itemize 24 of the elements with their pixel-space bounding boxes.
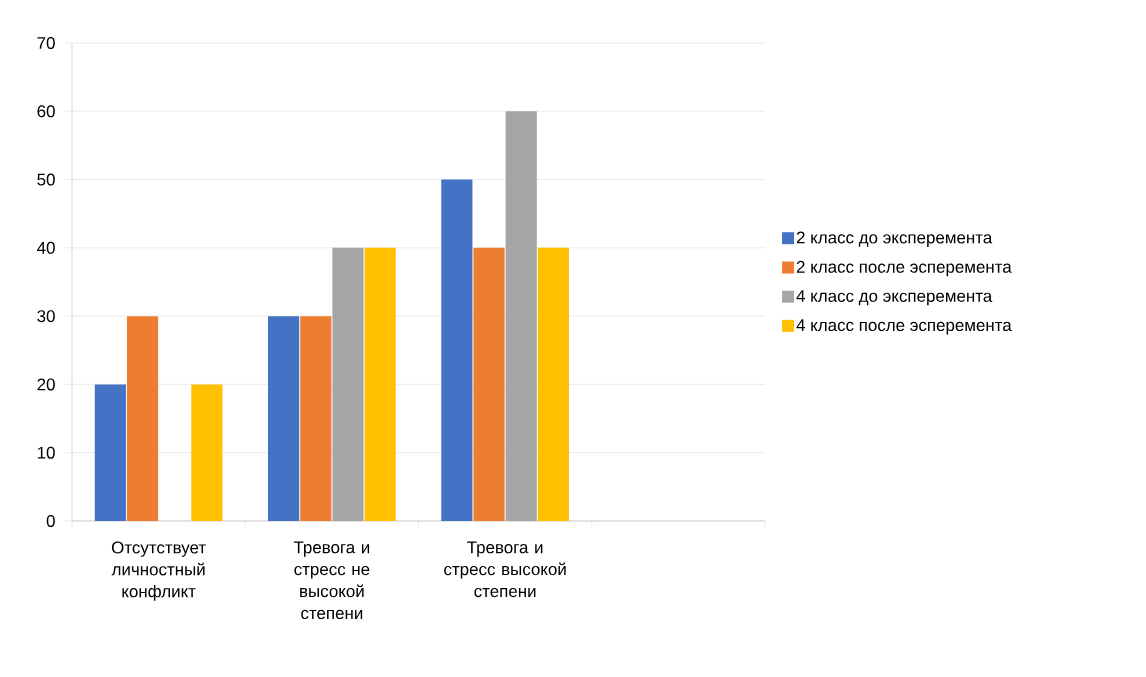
x-tick-label: Тревога и стресс высокой степени xyxy=(444,541,566,598)
bar xyxy=(191,384,223,521)
y-tick-label: 10 xyxy=(37,446,55,459)
bar xyxy=(364,247,396,521)
bar xyxy=(473,247,505,521)
bar xyxy=(268,316,300,521)
bar xyxy=(441,179,473,521)
bar xyxy=(94,384,126,521)
x-tick-label: Тревога и стресс не высокой степени xyxy=(293,541,370,620)
legend-label: 2 класс после эсперемента xyxy=(796,260,1012,277)
y-tick-label: 30 xyxy=(37,310,55,323)
x-tick-label: Отсутствует личностный конфликт xyxy=(111,541,206,601)
legend-label: 2 класс до эксперемента xyxy=(796,231,993,247)
bar xyxy=(300,316,332,521)
y-tick-label: 40 xyxy=(37,241,55,254)
y-tick-label: 60 xyxy=(37,105,55,118)
bar xyxy=(126,316,159,521)
y-tick-label: 20 xyxy=(37,378,55,391)
y-tick-label: 50 xyxy=(37,173,55,186)
y-tick-label: 0 xyxy=(46,514,55,527)
y-tick-label: 70 xyxy=(37,36,55,49)
legend-label: 4 класс после эсперемента xyxy=(796,319,1012,335)
bar xyxy=(537,247,570,521)
legend-label: 4 класс до эксперемента xyxy=(796,290,993,306)
